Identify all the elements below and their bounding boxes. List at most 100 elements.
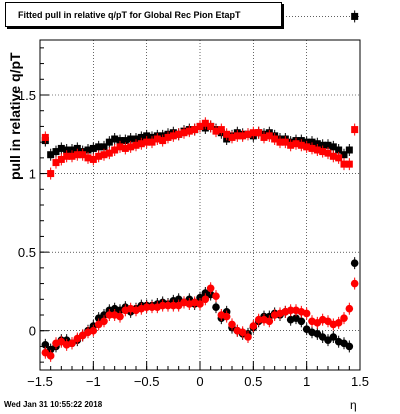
data-point — [153, 135, 161, 143]
data-point — [249, 322, 258, 330]
data-point — [335, 154, 343, 162]
data-point — [249, 129, 257, 137]
data-point — [127, 143, 135, 151]
y-tick-label: 1 — [29, 167, 36, 182]
data-point — [260, 133, 268, 141]
data-point — [89, 144, 97, 152]
data-point — [201, 295, 210, 304]
data-point — [244, 333, 252, 341]
x-tick-label: 0.5 — [244, 374, 262, 389]
data-point — [127, 135, 135, 143]
data-point — [223, 130, 231, 138]
data-point — [350, 279, 359, 288]
data-point — [233, 132, 241, 140]
data-point — [196, 300, 204, 308]
data-point — [164, 133, 172, 141]
data-point — [95, 143, 103, 151]
data-point — [52, 159, 60, 167]
data-point — [345, 146, 353, 154]
data-point — [222, 312, 231, 321]
data-point — [207, 122, 215, 130]
x-tick-label: −1 — [86, 374, 101, 389]
data-point — [105, 149, 113, 157]
data-point — [324, 141, 332, 149]
data-point — [196, 122, 204, 130]
data-point — [340, 151, 348, 159]
data-point — [303, 143, 311, 151]
data-point — [340, 160, 348, 168]
data-point — [79, 151, 87, 159]
data-point — [47, 151, 55, 159]
axis-ticks — [39, 15, 361, 370]
data-point — [335, 146, 343, 154]
data-point — [41, 341, 50, 349]
data-point — [212, 303, 220, 311]
data-point — [324, 149, 332, 157]
data-point — [212, 292, 220, 300]
data-point — [255, 129, 263, 137]
data-point — [52, 148, 60, 156]
data-point — [345, 342, 354, 351]
data-point — [73, 151, 81, 159]
data-point — [334, 319, 343, 327]
data-point — [47, 170, 55, 178]
data-point — [169, 132, 177, 140]
data-point — [116, 312, 124, 321]
data-point — [228, 133, 236, 141]
series-2 — [41, 117, 359, 180]
x-tick-label: 1 — [303, 374, 310, 389]
data-point — [68, 146, 76, 154]
data-point — [57, 155, 65, 163]
data-point — [308, 144, 316, 152]
data-point — [132, 141, 140, 149]
data-point — [46, 352, 55, 360]
data-point — [350, 259, 359, 267]
data-point — [105, 138, 113, 146]
data-point — [212, 127, 220, 135]
data-point — [100, 151, 108, 159]
data-point — [148, 138, 156, 146]
data-point — [281, 138, 289, 146]
data-point — [201, 119, 209, 127]
data-point — [84, 146, 92, 154]
data-point — [180, 129, 188, 137]
data-point — [164, 301, 172, 310]
data-point — [302, 309, 311, 318]
data-point — [239, 132, 247, 140]
data-point — [111, 146, 119, 154]
data-point — [105, 311, 114, 319]
data-point — [265, 132, 273, 140]
data-point — [297, 141, 305, 149]
data-point — [169, 301, 178, 310]
footer-date: Wed Jan 31 10:55:22 2018 — [4, 400, 103, 409]
data-point — [41, 133, 49, 141]
data-point — [265, 317, 274, 326]
data-point — [313, 140, 321, 148]
x-axis-title: η — [350, 398, 357, 412]
x-tick-label: −1.5 — [27, 374, 53, 389]
data-point — [116, 137, 124, 145]
data-point — [100, 317, 108, 326]
data-point — [68, 339, 76, 348]
y-tick-label: 0 — [29, 324, 36, 339]
x-tick-label: 1.5 — [351, 374, 369, 389]
data-point — [292, 140, 300, 148]
data-point — [287, 141, 295, 149]
data-point — [137, 133, 145, 141]
data-point — [217, 126, 225, 134]
data-point — [89, 326, 98, 335]
data-point — [319, 148, 327, 156]
data-point — [89, 155, 97, 163]
data-point — [68, 152, 76, 160]
data-point — [319, 141, 327, 149]
chart-title: Fitted pull in relative q/pT for Global … — [5, 2, 282, 27]
data-point — [73, 144, 81, 152]
data-point — [142, 303, 151, 311]
data-point — [121, 144, 129, 152]
data-point — [308, 138, 316, 146]
data-point — [63, 152, 71, 160]
x-tick-label: −0.5 — [134, 374, 160, 389]
x-tick-label: 0 — [196, 374, 203, 389]
data-point — [244, 130, 252, 138]
